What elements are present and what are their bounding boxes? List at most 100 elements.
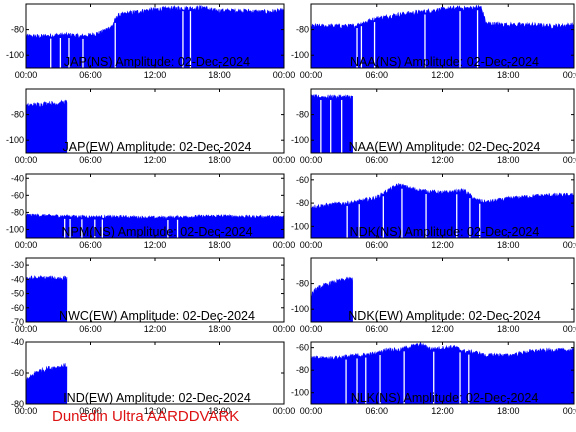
y-tick-label: -80 — [11, 399, 24, 409]
panel-title: JAP(EW) Amplitude: 02-Dec-2024 — [63, 140, 252, 154]
x-tick-label: 06:00 — [365, 155, 388, 165]
x-tick-label: 00:00 — [273, 406, 296, 416]
x-tick-label: 12:00 — [431, 406, 454, 416]
amplitude-trace — [310, 341, 575, 405]
y-tick-label: -80 — [296, 25, 309, 35]
footer-label: Dunedin Ultra AARDDVARK — [52, 408, 240, 425]
x-tick-label: 12:00 — [431, 155, 454, 165]
y-tick-label: -60 — [11, 190, 24, 200]
panel-title: NPM(NS) Amplitude: 02-Dec-2024 — [61, 225, 252, 239]
y-tick-label: -80 — [296, 198, 309, 208]
y-tick-label: -40 — [11, 337, 24, 347]
y-tick-label: -100 — [6, 224, 24, 234]
x-tick-label: 12:00 — [144, 155, 167, 165]
panel-2: 00:00 06:00 12:00 18:00 00:00 -100 -80 JAP(EW) … — [6, 88, 296, 165]
x-tick-label: 00:00 — [300, 155, 323, 165]
y-tick-label: -100 — [291, 50, 309, 60]
panel-title: NDK(NS) Amplitude: 02-Dec-2024 — [350, 225, 540, 239]
panel-6: 00:00 06:00 12:00 18:00 00:00-70-60-50-40-30… — [11, 257, 296, 334]
x-tick-label: 12:00 — [144, 70, 167, 80]
amplitude-trace — [25, 363, 68, 405]
x-tick-label: 18:00 — [208, 70, 231, 80]
panel-title: NLK(NS) Amplitude: 02-Dec-2024 — [351, 391, 539, 405]
x-tick-label: 06:00 — [79, 155, 102, 165]
y-tick-label: -60 — [11, 303, 24, 313]
x-tick-label: 12:00 — [144, 240, 167, 250]
y-tick-label: -100 — [6, 50, 24, 60]
panel-4: 00:00 06:00 12:00 18:00 00:00 -100 -80 -60 -40 NP… — [6, 173, 295, 250]
amplitude-trace — [25, 213, 285, 239]
x-tick-label: 00:00 — [563, 240, 576, 250]
x-tick-label: 18:00 — [497, 70, 520, 80]
amplitude-trace — [25, 274, 68, 323]
x-tick-label: 00:00 — [15, 155, 38, 165]
amplitude-trace — [310, 276, 353, 323]
panel-7: 00:00 06:00 12:00 18:00 00:00 -100 -80 NDK(EW) … — [291, 257, 576, 334]
y-tick-label: -30 — [11, 260, 24, 270]
x-tick-label: 00:00 — [563, 70, 576, 80]
x-tick-label: 18:00 — [208, 406, 231, 416]
panel-5: 00:00 06:00 12:00 18:00 00:00 -100 -80 -60 NDK(N… — [291, 173, 576, 250]
x-tick-label: 06:00 — [79, 70, 102, 80]
x-tick-label: 00:00 — [273, 155, 296, 165]
amplitude-trace — [310, 183, 575, 239]
y-tick-label: -70 — [11, 317, 24, 327]
y-tick-label: -80 — [296, 110, 309, 120]
x-tick-label: 00:00 — [563, 155, 576, 165]
x-tick-label: 18:00 — [208, 155, 231, 165]
amplitude-trace — [25, 4, 285, 69]
panel-9: 00:00 06:00 12:00 18:00 00:00 -100 -80 -60 NLK(N… — [291, 341, 576, 416]
panel-0: 00:00 06:00 12:00 18:00 00:00 -100 -80 JAP(NS) … — [6, 3, 296, 80]
x-tick-label: 06:00 — [365, 240, 388, 250]
panel-title: NAA(NS) Amplitude: 02-Dec-2024 — [350, 55, 539, 69]
x-tick-label: 00:00 — [15, 240, 38, 250]
x-tick-label: 00:00 — [273, 70, 296, 80]
x-tick-label: 18:00 — [208, 240, 231, 250]
y-tick-label: -100 — [291, 304, 309, 314]
x-tick-label: 06:00 — [365, 406, 388, 416]
x-tick-label: 12:00 — [431, 70, 454, 80]
y-tick-label: -40 — [11, 173, 24, 183]
x-tick-label: 00:00 — [273, 240, 296, 250]
y-tick-label: -40 — [11, 274, 24, 284]
panel-3: 00:00 06:00 12:00 18:00 00:00 -100 -80 NAA(EW) … — [291, 88, 576, 165]
y-tick-label: -60 — [11, 368, 24, 378]
x-tick-label: 06:00 — [365, 324, 388, 334]
y-tick-label: -100 — [291, 135, 309, 145]
x-tick-label: 06:00 — [365, 70, 388, 80]
y-tick-label: -60 — [296, 343, 309, 353]
x-tick-label: 06:00 — [79, 324, 102, 334]
amplitude-trace — [25, 99, 68, 154]
y-tick-label: -50 — [11, 289, 24, 299]
panel-1: 00:00 06:00 12:00 18:00 00:00 -100 -80 NAA(NS) … — [291, 3, 576, 80]
x-tick-label: 00:00 — [300, 70, 323, 80]
panel-title: NWC(EW) Amplitude: 02-Dec-2024 — [59, 309, 255, 323]
x-tick-label: 18:00 — [208, 324, 231, 334]
y-tick-label: -80 — [296, 365, 309, 375]
x-tick-label: 06:00 — [79, 240, 102, 250]
amplitude-trace — [310, 4, 575, 69]
x-tick-label: 00:00 — [563, 406, 576, 416]
y-tick-label: -100 — [6, 135, 24, 145]
x-tick-label: 06:00 — [79, 406, 102, 416]
x-tick-label: 00:00 — [563, 324, 576, 334]
panel-8: 00:00 06:00 12:00 18:00 00:00-80-60-40IND(EW… — [11, 337, 295, 416]
x-tick-label: 00:00 — [300, 324, 323, 334]
y-tick-label: -60 — [296, 175, 309, 185]
y-tick-label: -100 — [291, 388, 309, 398]
x-tick-label: 00:00 — [15, 406, 38, 416]
x-tick-label: 00:00 — [273, 324, 296, 334]
x-tick-label: 12:00 — [144, 406, 167, 416]
x-tick-label: 00:00 — [15, 324, 38, 334]
y-tick-label: -80 — [11, 207, 24, 217]
x-tick-label: 12:00 — [144, 324, 167, 334]
y-tick-label: -80 — [296, 279, 309, 289]
panel-title: JAP(NS) Amplitude: 02-Dec-2024 — [64, 55, 250, 69]
x-tick-label: 00:00 — [15, 70, 38, 80]
x-tick-label: 00:00 — [300, 240, 323, 250]
x-tick-label: 18:00 — [497, 324, 520, 334]
y-tick-label: -100 — [291, 221, 309, 231]
y-tick-label: -80 — [11, 25, 24, 35]
x-tick-label: 18:00 — [497, 406, 520, 416]
